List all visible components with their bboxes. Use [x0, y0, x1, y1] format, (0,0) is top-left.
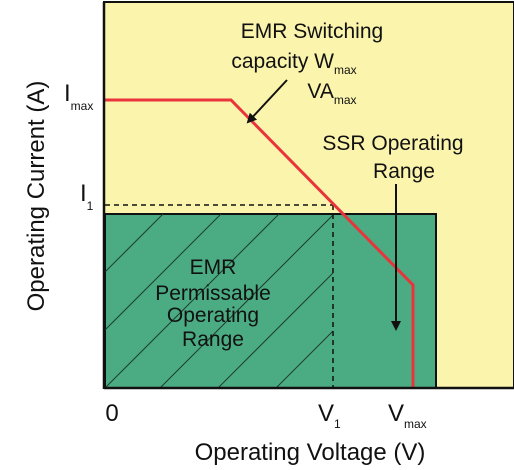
emr-region-label-line3: Operating	[167, 304, 259, 327]
emr-hatch-lines	[104, 213, 334, 389]
emr-permissible-region	[104, 213, 437, 389]
emr-region-label-line1: EMR	[190, 256, 237, 279]
y-tick-i1: I1	[80, 180, 94, 213]
capacity-label-line2: capacity Wmax	[231, 50, 356, 77]
emr-region-label-line4: Range	[182, 328, 244, 351]
emr-region-label-line2: Permissable	[155, 282, 271, 305]
x-tick-zero: 0	[105, 400, 118, 427]
x-tick-vmax: Vmax	[388, 400, 427, 431]
x-tick-v1: V1	[318, 400, 341, 431]
capacity-label-arrow	[246, 79, 288, 124]
capacity-label-line1: EMR Switching	[241, 20, 383, 43]
y-tick-imax: Imax	[64, 80, 93, 113]
emr-capacity-curve	[105, 98, 415, 388]
y-axis-label: Operating Current (A)	[23, 81, 50, 312]
capacity-label-line3: VAmax	[307, 80, 356, 107]
x-axis-label: Operating Voltage (V)	[195, 439, 426, 466]
ssr-label-line1: SSR Operating	[322, 132, 463, 155]
ssr-label-line2: Range	[373, 160, 435, 183]
